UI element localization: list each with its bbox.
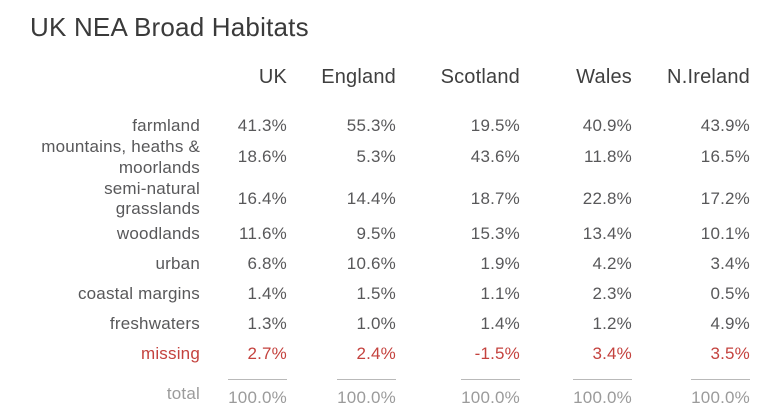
table-row-coastal: coastal margins 1.4% 1.5% 1.1% 2.3% 0.5% — [30, 279, 750, 309]
table-row-urban: urban 6.8% 10.6% 1.9% 4.2% 3.4% — [30, 249, 750, 279]
cell-value: 100.0% — [200, 369, 287, 413]
column-header-uk: UK — [258, 65, 287, 88]
cell-value: 11.8% — [584, 147, 632, 167]
cell-value: 3.5% — [710, 343, 750, 363]
row-label: woodlands — [116, 223, 200, 243]
table-row-freshwaters: freshwaters 1.3% 1.0% 1.4% 1.2% 4.9% — [30, 309, 750, 339]
habitats-table: UK England Scotland Wales N.Ireland farm… — [30, 56, 750, 413]
cell-value: 40.9% — [582, 116, 632, 135]
cell-value: 18.6% — [237, 147, 287, 167]
cell-value: 55.3% — [346, 116, 396, 135]
cell-value: 4.9% — [710, 313, 750, 333]
total-value: 100.0% — [461, 379, 520, 408]
cell-value: 100.0% — [520, 369, 632, 413]
cell-value: 1.1% — [480, 283, 520, 303]
cell-value: 1.3% — [247, 313, 287, 333]
cell-value: 15.3% — [470, 223, 520, 243]
cell-value: 11.6% — [239, 223, 287, 243]
cell-value: 0.5% — [710, 283, 750, 303]
cell-value: 2.7% — [247, 343, 287, 363]
row-label: semi-natural grasslands — [104, 178, 200, 218]
row-label: total — [166, 383, 200, 403]
column-header-england: England — [321, 65, 396, 88]
cell-value: 43.6% — [470, 147, 520, 167]
row-label: urban — [155, 253, 200, 273]
cell-value: 22.8% — [582, 188, 632, 208]
cell-value: 19.5% — [470, 116, 520, 135]
cell-value: 3.4% — [592, 343, 632, 363]
column-header-nireland: N.Ireland — [667, 65, 750, 88]
cell-value: 2.3% — [592, 283, 632, 303]
cell-value: 13.4% — [582, 223, 632, 243]
column-header-scotland: Scotland — [440, 65, 520, 88]
table-row-mountains: mountains, heaths & moorlands 18.6% 5.3%… — [30, 136, 750, 179]
cell-value: 1.2% — [592, 313, 632, 333]
row-label: missing — [140, 343, 200, 363]
cell-value: 1.4% — [480, 313, 520, 333]
row-label: freshwaters — [109, 313, 200, 333]
cell-value: 6.8% — [247, 253, 287, 273]
cell-value: 16.4% — [237, 188, 287, 208]
cell-value: 4.2% — [592, 253, 632, 273]
table-row-missing: missing 2.7% 2.4% -1.5% 3.4% 3.5% — [30, 339, 750, 369]
table-row-woodlands: woodlands 11.6% 9.5% 15.3% 13.4% 10.1% — [30, 219, 750, 249]
cell-value: 18.7% — [470, 188, 520, 208]
table-row-farmland: farmland 41.3% 55.3% 19.5% 40.9% 43.9% — [30, 98, 750, 136]
cell-value: 41.3% — [237, 116, 287, 135]
cell-value: 16.5% — [700, 147, 750, 167]
cell-value: 1.9% — [480, 253, 520, 273]
total-value: 100.0% — [691, 379, 750, 408]
row-label: farmland — [132, 116, 200, 135]
cell-value: 5.3% — [356, 147, 396, 167]
page-title: UK NEA Broad Habitats — [30, 12, 309, 42]
total-value: 100.0% — [228, 379, 287, 408]
cell-value: 2.4% — [356, 343, 396, 363]
header-row: UK England Scotland Wales N.Ireland — [30, 56, 750, 98]
cell-value: 1.5% — [356, 283, 396, 303]
cell-value: 14.4% — [346, 188, 396, 208]
table-row-grasslands: semi-natural grasslands 16.4% 14.4% 18.7… — [30, 179, 750, 219]
cell-value: 1.4% — [247, 283, 287, 303]
cell-value: 100.0% — [287, 369, 396, 413]
cell-value: 10.1% — [700, 223, 750, 243]
cell-value: 43.9% — [700, 116, 750, 135]
cell-value: -1.5% — [474, 343, 520, 363]
cell-value: 1.0% — [356, 313, 396, 333]
column-header-wales: Wales — [576, 65, 632, 88]
cell-value: 9.5% — [356, 223, 396, 243]
cell-value: 100.0% — [632, 369, 750, 413]
row-label: mountains, heaths & moorlands — [41, 137, 200, 178]
cell-value: 10.6% — [346, 253, 396, 273]
cell-value: 100.0% — [396, 369, 520, 413]
cell-value: 17.2% — [700, 188, 750, 208]
total-value: 100.0% — [573, 379, 632, 408]
cell-value: 3.4% — [710, 253, 750, 273]
table-row-total: total 100.0% 100.0% 100.0% 100.0% 100.0% — [30, 369, 750, 413]
row-label: coastal margins — [77, 283, 200, 303]
total-value: 100.0% — [337, 379, 396, 408]
header-spacer — [30, 56, 200, 98]
